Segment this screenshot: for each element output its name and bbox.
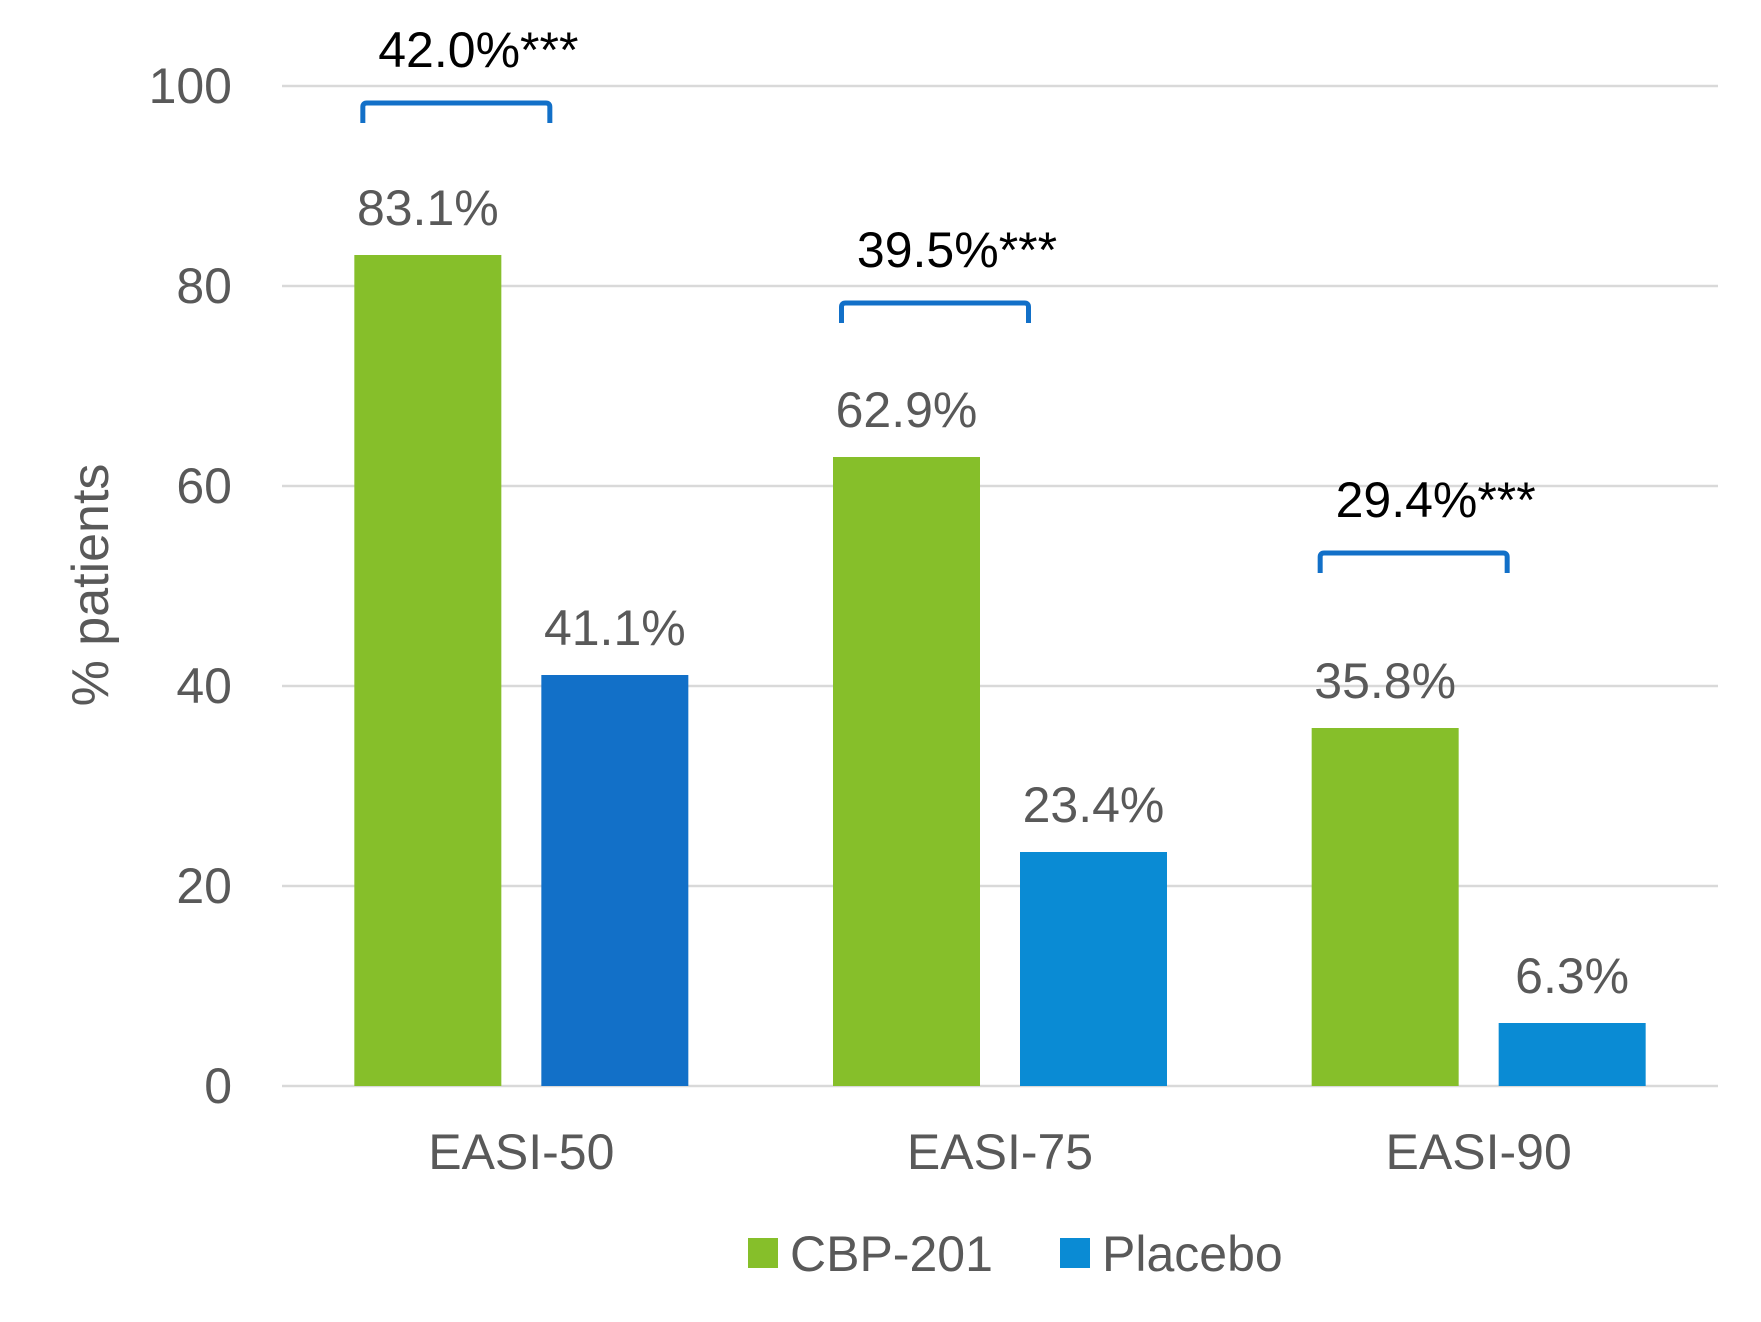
y-tick-label: 0 — [204, 1058, 232, 1114]
data-label: 62.9% — [836, 382, 978, 438]
y-tick-label: 80 — [176, 258, 232, 314]
data-label: 6.3% — [1515, 948, 1629, 1004]
y-tick-label: 60 — [176, 458, 232, 514]
bars — [354, 255, 1646, 1086]
gridlines — [282, 84, 1718, 1088]
bar-placebo-easi-90 — [1498, 1023, 1646, 1086]
data-label: 41.1% — [544, 600, 686, 656]
legend-swatch-placebo — [1060, 1238, 1090, 1268]
x-category-label: EASI-90 — [1386, 1124, 1572, 1180]
data-label: 35.8% — [1314, 653, 1456, 709]
x-axis-categories: EASI-50 EASI-75 EASI-90 — [428, 1124, 1572, 1180]
y-tick-label: 100 — [149, 58, 232, 114]
bar-placebo-easi-50 — [541, 675, 689, 1086]
bar-placebo-easi-75 — [1020, 852, 1167, 1086]
bar-cbp-201-easi-75 — [833, 457, 980, 1086]
y-tick-label: 20 — [176, 858, 232, 914]
data-label: 23.4% — [1023, 777, 1165, 833]
bar-cbp-201-easi-50 — [354, 255, 502, 1086]
bracket-easi-90 — [1317, 550, 1510, 573]
legend-label: CBP-201 — [790, 1226, 993, 1282]
y-axis-title: % patients — [62, 464, 120, 707]
bracket-easi-75 — [839, 300, 1031, 323]
difference-label: 42.0%*** — [378, 22, 578, 78]
difference-label: 29.4%*** — [1336, 472, 1536, 528]
data-label: 83.1% — [357, 180, 499, 236]
x-category-label: EASI-50 — [428, 1124, 614, 1180]
bracket-easi-50 — [360, 100, 553, 123]
y-tick-label: 40 — [176, 658, 232, 714]
bar-cbp-201-easi-90 — [1311, 728, 1459, 1086]
y-axis-ticks: 0 20 40 60 80 100 — [149, 58, 232, 1114]
x-category-label: EASI-75 — [907, 1124, 1093, 1180]
difference-label: 39.5%*** — [857, 222, 1057, 278]
difference-brackets: 42.0%*** 39.5%*** 29.4%*** — [360, 22, 1536, 573]
data-labels: 83.1% 41.1% 62.9% 23.4% 35.8% 6.3% — [357, 180, 1629, 1004]
legend-swatch-cbp-201 — [748, 1238, 778, 1268]
legend-label: Placebo — [1102, 1226, 1283, 1282]
legend: CBP-201 Placebo — [748, 1226, 1283, 1282]
